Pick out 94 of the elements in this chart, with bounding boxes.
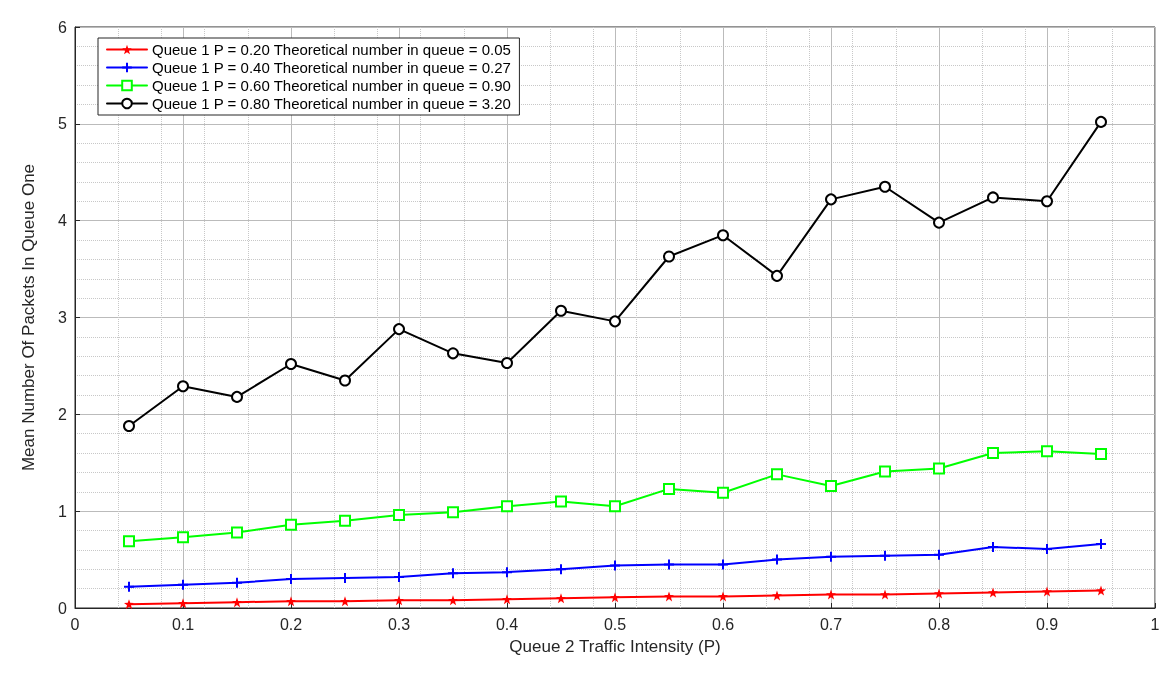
point [501,566,513,579]
x-tick-label: 0.9 [1035,615,1059,633]
point [448,595,458,606]
point [879,180,891,193]
y-tick-label: 6 [58,18,68,36]
point [501,357,513,370]
point [177,578,189,591]
point [771,553,783,566]
legend-label: Queue 1 P = 0.60 Theoretical number in queue = 0.90 [152,77,511,94]
x-tick-label: 0 [70,615,80,633]
point [340,596,350,607]
x-tick-label: 0.2 [279,615,303,633]
point [934,588,944,599]
point [1095,448,1107,461]
point [124,599,134,610]
point [933,216,945,229]
point [879,549,891,562]
point [988,587,998,598]
point [718,591,728,602]
x-axis-title: Queue 2 Traffic Intensity (P) [509,637,721,656]
legend-label: Queue 1 P = 0.80 Theoretical number in queue = 3.20 [152,95,511,112]
x-tick-label: 0.1 [171,615,195,633]
point [286,596,296,607]
point [772,590,782,601]
point [609,559,621,572]
point [231,390,243,403]
point [393,323,405,336]
point [502,594,512,605]
point [987,191,999,204]
point [178,598,188,609]
point [663,250,675,263]
point [879,465,891,478]
point [933,548,945,561]
point [663,482,675,495]
x-tick-label: 1 [1150,615,1160,633]
point [177,531,189,544]
point [123,580,135,593]
point [339,374,351,387]
point [825,479,837,492]
legend-label: Queue 1 P = 0.40 Theoretical number in queue = 0.27 [152,59,511,76]
y-tick-label: 3 [58,309,68,326]
point [771,468,783,481]
point [393,509,405,522]
point [232,597,242,608]
point [285,518,297,531]
x-tick-label: 0.6 [711,615,735,633]
point [609,315,621,328]
x-tick-label: 0.3 [387,615,411,633]
point [555,304,567,317]
point [447,347,459,360]
point [610,592,620,603]
point [447,506,459,519]
y-axis-title: Mean Number Of Packets In Queue One [19,163,38,472]
x-tick-label: 0.4 [495,615,519,633]
y-tick-label: 4 [58,212,68,230]
x-tick-label: 0.5 [603,615,627,633]
x-tick-label: 0.7 [819,615,843,633]
point [123,535,135,548]
y-tick-label: 2 [58,405,68,423]
point [663,558,675,571]
point [501,500,513,513]
point [123,419,135,432]
point [933,462,945,475]
point [556,593,566,604]
point [717,486,729,499]
point [825,550,837,563]
y-tick-label: 0 [58,599,68,617]
y-tick-label: 5 [58,115,68,133]
x-tick-label: 0.8 [927,615,951,633]
y-tick-label: 1 [58,502,68,520]
point [1041,195,1053,208]
point [825,193,837,206]
point [339,514,351,527]
point [1042,586,1052,597]
point [1095,115,1107,128]
legend-label: Queue 1 P = 0.20 Theoretical number in queue = 0.05 [152,41,511,58]
point [285,357,297,370]
point [555,495,567,508]
point [987,447,999,460]
point [177,380,189,393]
point [717,558,729,571]
point [717,229,729,242]
point [826,589,836,600]
point [664,591,674,602]
point [1096,585,1106,596]
point [231,526,243,539]
point [447,567,459,580]
point [555,563,567,576]
point [609,500,621,513]
point [771,269,783,282]
point [1041,445,1053,458]
point [880,589,890,600]
point [231,576,243,589]
point [394,595,404,606]
